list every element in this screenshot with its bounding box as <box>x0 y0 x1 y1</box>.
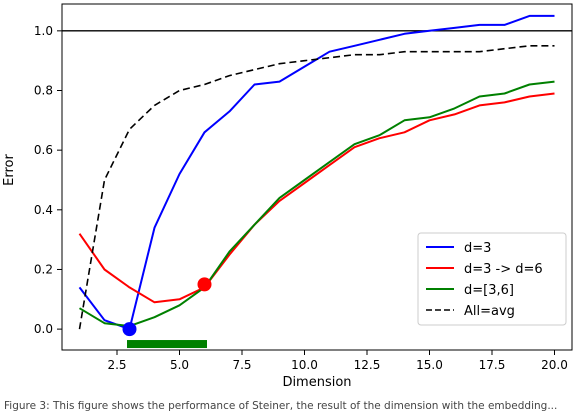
chart-svg: 2.5 5.0 7.5 10.0 12.5 15.0 17.5 20.0 0.0 0.2 0.4 0.… <box>2 3 573 390</box>
legend-box <box>417 232 567 326</box>
y-tick-label: 1.0 <box>34 24 53 38</box>
x-tick-label: 20.0 <box>541 358 568 372</box>
series-line-1 <box>78 92 555 304</box>
y-tick-label: 0.2 <box>34 262 53 276</box>
x-tick-label: 12.5 <box>354 358 381 372</box>
x-tick-label: 2.5 <box>107 358 126 372</box>
range-bar <box>127 340 207 349</box>
figure-caption: Figure 3: This figure shows the performa… <box>4 400 558 412</box>
y-tick-label: 0.8 <box>34 84 53 98</box>
plot-area <box>62 14 572 349</box>
y-tick-label: 0.6 <box>34 143 53 157</box>
series-line-2 <box>78 80 555 328</box>
legend-label-3: All=avg <box>464 304 515 319</box>
axes: 2.5 5.0 7.5 10.0 12.5 15.0 17.5 20.0 0.0 0.2 0.4 0.… <box>34 3 573 372</box>
y-axis-label: Error <box>2 154 17 186</box>
y-tick-label: 0.4 <box>34 203 53 217</box>
plot-frame <box>61 3 573 351</box>
x-tick-label: 7.5 <box>232 358 251 372</box>
series-line-3 <box>78 44 555 330</box>
y-tick-label: 0.0 <box>34 322 53 336</box>
x-tick-label: 10.0 <box>291 358 318 372</box>
legend-label-0: d=3 <box>464 241 491 256</box>
legend-label-2: d=[3,6] <box>464 283 514 298</box>
x-tick-label: 15.0 <box>416 358 443 372</box>
legend-label-1: d=3 -> d=6 <box>464 262 543 277</box>
plot-content <box>62 14 572 349</box>
series-marker-0 <box>122 322 137 337</box>
legend: d=3 d=3 -> d=6 d=[3,6] All=avg <box>417 232 567 326</box>
x-axis-label: Dimension <box>282 375 351 390</box>
x-tick-label: 17.5 <box>479 358 506 372</box>
series-marker-1 <box>197 277 212 292</box>
x-tick-label: 5.0 <box>170 358 189 372</box>
